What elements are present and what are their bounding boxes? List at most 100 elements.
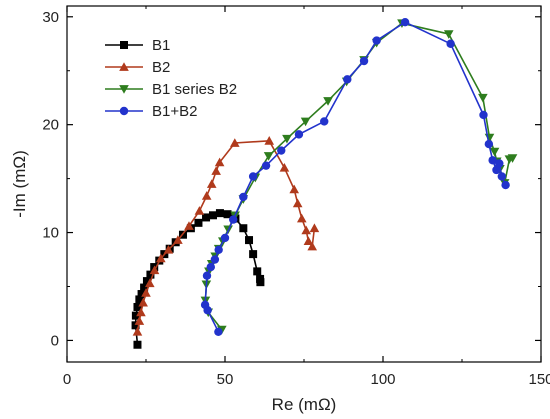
y-axis-title: -Im (mΩ) xyxy=(10,150,29,217)
data-point-b2 xyxy=(138,297,148,307)
data-point-b2 xyxy=(201,191,212,200)
legend-entry-b2: B2 xyxy=(105,59,170,76)
data-point-b2 xyxy=(229,138,240,147)
data-point-b1-series-b2 xyxy=(263,152,274,161)
data-point-b1-b2 xyxy=(488,156,497,165)
data-point-b1-series-b2 xyxy=(300,117,311,127)
data-point-b1-b2 xyxy=(200,300,210,310)
data-point-b1-b2 xyxy=(210,255,220,264)
data-point-b1 xyxy=(249,250,258,259)
data-point-b2 xyxy=(301,225,312,235)
legend-marker xyxy=(119,85,129,94)
series-line-b1 xyxy=(134,212,262,345)
data-point-b2 xyxy=(163,245,174,254)
data-point-b2 xyxy=(141,288,151,297)
legend-marker xyxy=(120,41,128,49)
data-point-b1-series-b2 xyxy=(507,154,518,163)
data-point-b1 xyxy=(135,295,144,304)
data-point-b1 xyxy=(137,290,146,299)
series-b2 xyxy=(132,136,320,336)
data-point-b1-b2 xyxy=(248,172,258,181)
data-point-b2 xyxy=(296,213,307,223)
data-point-b1-b2 xyxy=(446,39,455,48)
data-point-b2 xyxy=(173,235,183,244)
data-point-b2 xyxy=(289,184,300,194)
data-point-b1-b2 xyxy=(261,161,271,170)
data-point-b1 xyxy=(256,278,265,287)
data-point-b1 xyxy=(133,302,142,311)
data-point-b2 xyxy=(144,278,155,288)
x-axis-title: Re (mΩ) xyxy=(272,395,337,414)
y-tick-label: 20 xyxy=(42,117,59,134)
data-point-b1 xyxy=(239,224,248,233)
data-point-b2 xyxy=(303,236,314,246)
data-point-b1-b2 xyxy=(239,192,248,202)
data-point-b1-b2 xyxy=(229,215,238,224)
x-tick-label: 0 xyxy=(63,371,71,388)
data-point-b2 xyxy=(206,179,217,188)
data-point-b1-b2 xyxy=(495,159,504,168)
data-point-b1-b2 xyxy=(220,233,230,243)
data-point-b1-series-b2 xyxy=(282,134,292,144)
legend-entry-b1-b2: B1+B2 xyxy=(105,103,197,120)
data-point-b1-b2 xyxy=(214,327,223,336)
data-point-b2 xyxy=(149,265,160,275)
legend-marker xyxy=(119,106,129,116)
data-point-b1 xyxy=(131,321,140,330)
data-point-b1-b2 xyxy=(202,271,212,280)
data-point-b1-series-b2 xyxy=(443,30,454,39)
data-point-b1 xyxy=(142,277,151,286)
series-b1-b2 xyxy=(200,17,510,336)
legend-entry-b1-series-b2: B1 series B2 xyxy=(105,81,237,98)
data-point-b1 xyxy=(202,213,211,222)
data-point-b1 xyxy=(208,211,217,220)
data-point-b1 xyxy=(215,209,224,218)
data-point-b2 xyxy=(307,241,318,251)
y-tick-label: 0 xyxy=(51,332,59,349)
data-point-b2 xyxy=(132,326,143,336)
data-point-b2 xyxy=(194,206,205,215)
legend-label: B1 xyxy=(152,37,170,54)
data-point-b1-b2 xyxy=(372,36,381,45)
data-point-b2 xyxy=(184,221,194,230)
data-point-b1-b2 xyxy=(497,172,507,181)
data-point-b1-b2 xyxy=(343,75,352,84)
x-tick-label: 100 xyxy=(370,371,395,388)
x-tick-label: 50 xyxy=(217,371,234,388)
data-point-b1 xyxy=(131,311,140,320)
data-point-b1-series-b2 xyxy=(489,147,500,157)
data-point-b1-b2 xyxy=(320,117,329,126)
data-point-b1-b2 xyxy=(294,130,304,139)
data-point-b1-series-b2 xyxy=(323,97,333,106)
data-point-b1 xyxy=(223,210,232,219)
data-point-b2 xyxy=(136,307,146,317)
data-point-b2 xyxy=(156,253,166,263)
data-point-b1-b2 xyxy=(484,139,494,149)
data-point-b2 xyxy=(264,136,275,145)
legend-label: B1+B2 xyxy=(152,103,197,120)
legend-marker xyxy=(119,62,129,71)
data-point-b2 xyxy=(309,223,320,233)
data-point-b1 xyxy=(194,218,203,227)
data-point-b2 xyxy=(134,316,145,325)
data-point-b2 xyxy=(211,166,221,175)
data-point-b1-series-b2 xyxy=(478,93,488,103)
data-point-b1-b2 xyxy=(206,262,215,272)
data-point-b1 xyxy=(245,236,254,245)
data-point-b2 xyxy=(279,163,290,172)
data-point-b1 xyxy=(146,270,155,279)
data-point-b2 xyxy=(214,157,225,167)
data-point-b1-b2 xyxy=(501,180,510,190)
legend-entry-b1: B1 xyxy=(105,37,170,54)
data-point-b1-b2 xyxy=(277,146,286,155)
legend-label: B2 xyxy=(152,59,170,76)
y-tick-label: 30 xyxy=(42,9,59,26)
x-tick-label: 150 xyxy=(528,371,550,388)
data-point-b2 xyxy=(292,198,303,208)
data-point-b1-b2 xyxy=(492,165,501,175)
data-point-b1 xyxy=(133,340,142,349)
data-point-b1 xyxy=(140,283,149,292)
y-tick-label: 10 xyxy=(42,225,59,242)
data-point-b1-b2 xyxy=(214,245,223,255)
